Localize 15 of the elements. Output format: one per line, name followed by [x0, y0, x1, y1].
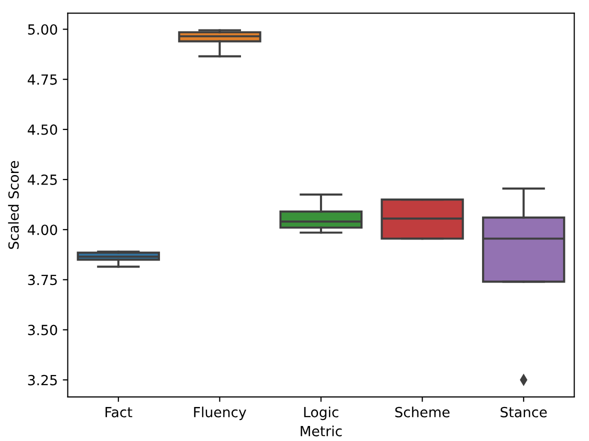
y-axis-title: Scaled Score [8, 161, 19, 249]
y-tick-label: 4.25 [28, 174, 57, 185]
x-tick-label: Fluency [194, 406, 246, 420]
y-tick-label: 4.00 [28, 224, 58, 236]
y-tick-label: 3.25 [28, 374, 57, 386]
y-tick-label: 5.00 [28, 24, 58, 35]
y-tick-label: 4.75 [28, 74, 57, 85]
y-tick-label: 3.75 [28, 274, 57, 286]
x-tick-label: Logic [304, 406, 338, 420]
x-axis-title: Metric [300, 426, 342, 436]
x-tick-label: Stance [500, 406, 547, 418]
x-tick-label: Fact [106, 407, 132, 418]
x-tick-label: Scheme [395, 406, 450, 418]
y-tick-label: 4.50 [28, 124, 58, 135]
y-tick-label: 3.50 [28, 324, 58, 336]
